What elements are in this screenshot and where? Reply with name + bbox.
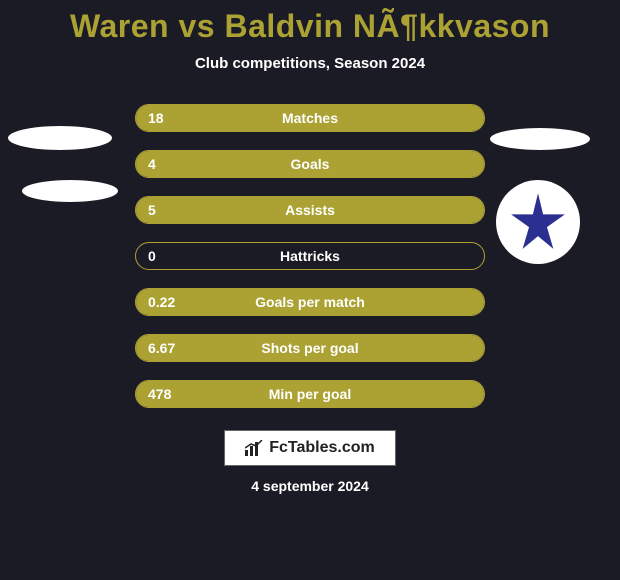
chart-icon [245, 440, 263, 456]
stat-row: 0.22Goals per match [135, 288, 485, 316]
stat-row: 6.67Shots per goal [135, 334, 485, 362]
content-wrapper: Waren vs Baldvin NÃ¶kkvason Club competi… [0, 0, 620, 580]
stat-label: Shots per goal [136, 340, 484, 356]
stats-list: 18Matches 4Goals 5Assists 0Hattricks 0.22Goa… [0, 104, 620, 408]
date-label: 4 september 2024 [251, 478, 369, 494]
stat-row: 478Min per goal [135, 380, 485, 408]
site-badge: FcTables.com [224, 430, 396, 466]
site-label: FcTables.com [269, 439, 375, 457]
stat-label: Goals per match [136, 294, 484, 310]
stat-row: 18Matches [135, 104, 485, 132]
stat-label: Min per goal [136, 386, 484, 402]
page-title: Waren vs Baldvin NÃ¶kkvason [70, 8, 550, 45]
stat-label: Assists [136, 202, 484, 218]
stat-row: 5Assists [135, 196, 485, 224]
stat-label: Matches [136, 110, 484, 126]
stat-label: Goals [136, 156, 484, 172]
page-subtitle: Club competitions, Season 2024 [195, 55, 425, 72]
stat-label: Hattricks [136, 248, 484, 264]
stat-row: 0Hattricks [135, 242, 485, 270]
stat-row: 4Goals [135, 150, 485, 178]
